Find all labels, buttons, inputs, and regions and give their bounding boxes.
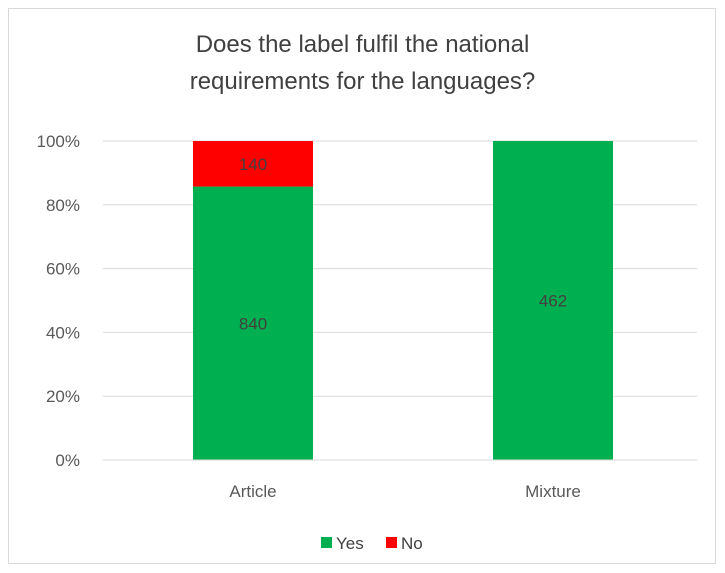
y-tick-label: 40% [46, 323, 80, 342]
legend-swatch-yes [321, 537, 332, 548]
y-tick-label: 0% [55, 451, 80, 470]
bar-yes-article [193, 186, 313, 461]
bar-yes-mixture [493, 141, 613, 460]
data-label: 840 [239, 314, 267, 333]
chart-title: Does the label fulfil the national requir… [189, 31, 536, 95]
x-tick-label: Article [229, 482, 276, 501]
bar-no-article [193, 141, 313, 187]
bars: 840 140 462 [193, 141, 613, 461]
y-tick-label: 20% [46, 387, 80, 406]
legend-label: Yes [336, 534, 364, 553]
x-axis-ticks: Article Mixture [103, 459, 697, 501]
y-tick-label: 60% [46, 260, 80, 279]
legend: Yes No [321, 534, 423, 553]
legend-swatch-no [386, 537, 397, 548]
y-axis-ticks: 0% 20% 40% 60% 80% 100% [37, 132, 80, 470]
data-label: 140 [239, 155, 267, 174]
y-tick-label: 100% [37, 132, 80, 151]
x-tick-label: Mixture [525, 482, 581, 501]
legend-label: No [401, 534, 423, 553]
data-label: 462 [539, 292, 567, 311]
y-tick-label: 80% [46, 196, 80, 215]
